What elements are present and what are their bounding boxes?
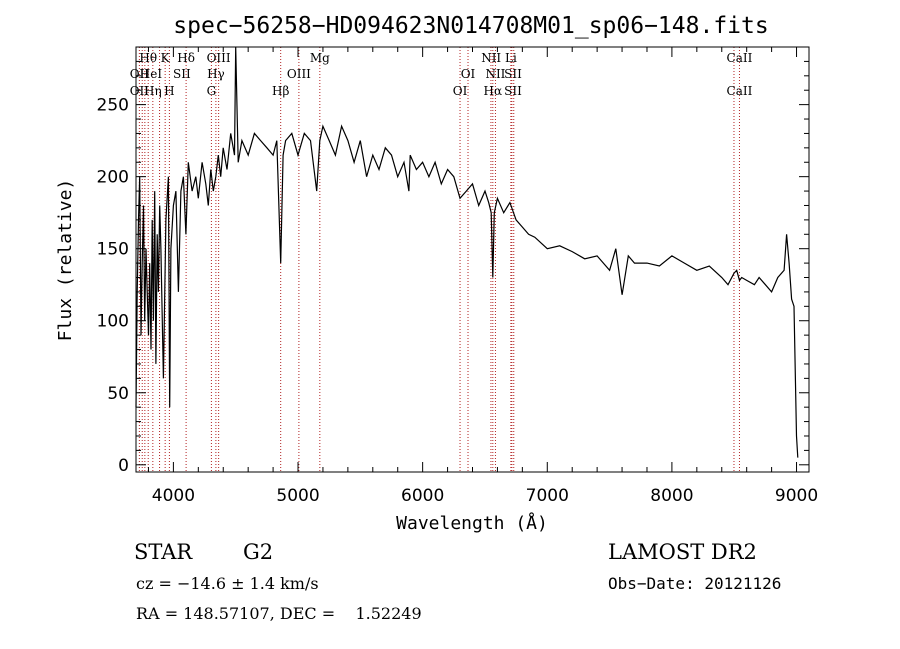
line-label: OII: [130, 84, 150, 98]
y-axis-ticks: 0 50 100 150 200 250: [97, 60, 809, 476]
redshift-text: cz = −14.6 ± 1.4 km/s: [136, 574, 319, 593]
line-label: SII: [504, 84, 522, 98]
y-axis-label: Flux (relative): [55, 179, 76, 342]
line-label: CaII: [727, 84, 753, 98]
line-label: OI: [461, 67, 476, 81]
line-label: Hβ: [272, 84, 289, 98]
spectrum-line: [135, 46, 799, 458]
line-label: NII: [481, 51, 501, 65]
x-tick-label: 6000: [401, 486, 444, 506]
line-label: SII: [173, 67, 191, 81]
chart-title: spec−56258−HD094623N014708M01_sp06−148.f…: [173, 13, 768, 39]
line-label: Hγ: [207, 67, 225, 81]
line-label: OIII: [207, 51, 231, 65]
x-tick-label: 9000: [775, 486, 818, 506]
survey-name: LAMOST DR2: [608, 540, 757, 564]
x-tick-label: 8000: [650, 486, 693, 506]
line-label: SII: [504, 67, 522, 81]
spectral-line-markers: [138, 47, 740, 472]
line-label: Hη: [144, 84, 162, 98]
object-type: STAR: [134, 540, 193, 564]
y-tick-label: 0: [118, 456, 129, 476]
line-label: Hθ: [139, 51, 157, 65]
x-axis-ticks: 4000 5000 6000 7000 8000 9000: [147, 47, 818, 506]
line-label: HeI: [140, 67, 163, 81]
obs-date: Obs−Date: 20121126: [608, 574, 782, 593]
line-label: Li: [505, 51, 517, 65]
line-label: OI: [453, 84, 468, 98]
x-axis-label: Wavelength (Å): [396, 512, 548, 534]
line-label: OII: [130, 67, 150, 81]
line-label: K: [161, 51, 171, 65]
x-tick-label: 5000: [276, 486, 319, 506]
subclass: G2: [243, 540, 274, 564]
coordinates-text: RA = 148.57107, DEC = 1.52249: [136, 604, 422, 623]
line-label: Mg: [310, 51, 330, 65]
x-tick-label: 7000: [526, 486, 569, 506]
line-label: G: [207, 84, 217, 98]
y-tick-label: 50: [107, 384, 129, 404]
line-label: H: [164, 84, 174, 98]
y-tick-label: 250: [97, 96, 129, 116]
line-label: Hδ: [177, 51, 195, 65]
line-label: CaII: [727, 51, 753, 65]
y-tick-label: 150: [97, 240, 129, 260]
line-label: Hα: [484, 84, 503, 98]
y-tick-label: 200: [97, 168, 129, 188]
line-label: OIII: [287, 67, 311, 81]
y-tick-label: 100: [97, 312, 129, 332]
x-tick-label: 4000: [152, 486, 195, 506]
line-label: NII: [485, 67, 505, 81]
